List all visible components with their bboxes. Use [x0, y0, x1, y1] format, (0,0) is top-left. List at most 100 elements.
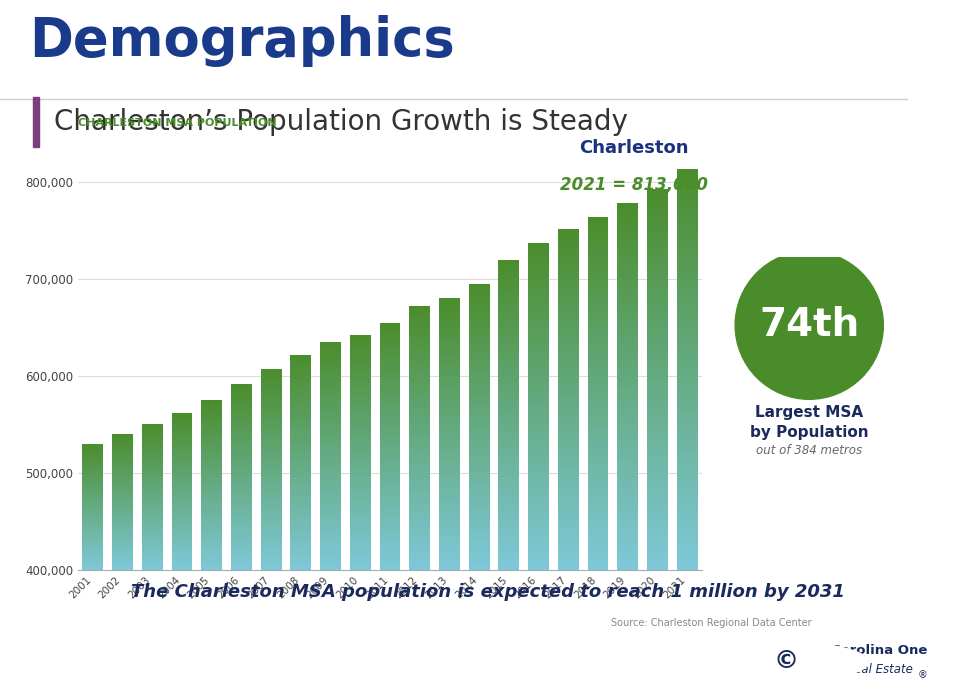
Bar	[291, 551, 311, 554]
Bar	[469, 413, 489, 416]
Bar	[677, 430, 697, 435]
Bar	[558, 229, 579, 233]
Bar	[558, 464, 579, 468]
Bar	[201, 489, 222, 491]
Bar	[83, 530, 103, 532]
Bar	[469, 552, 489, 555]
Bar	[231, 561, 252, 563]
Bar	[201, 473, 222, 475]
Bar	[112, 538, 133, 539]
Text: by Population: by Population	[750, 425, 869, 440]
Bar	[617, 363, 638, 368]
Bar	[201, 430, 222, 432]
Bar	[469, 438, 489, 441]
Bar	[142, 499, 163, 501]
Bar	[617, 441, 638, 446]
Bar	[528, 488, 549, 492]
Bar	[291, 546, 311, 548]
Bar	[83, 475, 103, 477]
Bar	[677, 384, 697, 390]
Bar	[528, 313, 549, 317]
Bar	[83, 461, 103, 463]
Bar	[498, 477, 520, 481]
Bar	[201, 436, 222, 439]
Bar	[231, 444, 252, 447]
Bar	[231, 537, 252, 539]
Bar	[439, 350, 460, 352]
Bar	[558, 498, 579, 502]
Bar	[350, 397, 370, 400]
Bar	[647, 318, 668, 322]
Bar	[291, 398, 311, 400]
Bar	[617, 386, 638, 391]
Bar	[83, 455, 103, 457]
Bar	[439, 455, 460, 458]
Bar	[201, 540, 222, 542]
Bar	[558, 425, 579, 429]
Bar	[83, 510, 103, 512]
Bar	[172, 413, 192, 415]
Bar	[291, 422, 311, 425]
Bar	[379, 397, 401, 400]
Bar	[677, 209, 697, 215]
Bar	[588, 526, 608, 530]
Bar	[291, 532, 311, 535]
Bar	[558, 271, 579, 275]
Bar	[379, 369, 401, 372]
Bar	[291, 495, 311, 497]
Bar	[410, 477, 430, 481]
Bar	[498, 302, 520, 306]
Bar	[350, 338, 370, 341]
Bar	[647, 227, 668, 231]
Bar	[498, 535, 520, 539]
Bar	[112, 505, 133, 507]
Bar	[231, 389, 252, 391]
Bar	[410, 524, 430, 527]
Bar	[498, 558, 520, 562]
Bar	[112, 565, 133, 566]
Bar	[142, 516, 163, 517]
Bar	[291, 559, 311, 562]
Bar	[172, 427, 192, 429]
Bar	[498, 314, 520, 318]
Bar	[201, 553, 222, 555]
Bar	[83, 516, 103, 518]
Bar	[410, 356, 430, 359]
Bar	[172, 434, 192, 436]
Bar	[142, 552, 163, 553]
Bar	[201, 493, 222, 496]
Bar	[291, 382, 311, 384]
Bar	[231, 391, 252, 393]
Bar	[469, 452, 489, 455]
Bar	[410, 362, 430, 366]
Bar	[320, 456, 341, 459]
Bar	[498, 295, 520, 298]
Bar	[498, 263, 520, 268]
Bar	[528, 402, 549, 407]
Bar	[291, 443, 311, 446]
Bar	[112, 434, 133, 436]
Bar	[498, 512, 520, 516]
Bar	[379, 551, 401, 555]
Bar	[112, 539, 133, 541]
Bar	[260, 492, 282, 495]
Bar	[350, 411, 370, 414]
Bar	[83, 502, 103, 504]
Bar	[647, 408, 668, 413]
Bar	[498, 445, 520, 450]
Bar	[647, 332, 668, 336]
Bar	[558, 502, 579, 506]
Text: Source: Charleston Regional Data Center: Source: Charleston Regional Data Center	[611, 618, 812, 628]
Bar	[83, 524, 103, 526]
Bar	[439, 352, 460, 356]
Bar	[291, 540, 311, 543]
Bar	[677, 490, 697, 495]
Bar	[320, 547, 341, 550]
Bar	[528, 366, 549, 370]
Bar	[172, 420, 192, 423]
Bar	[617, 300, 638, 304]
Bar	[231, 470, 252, 472]
Bar	[260, 560, 282, 562]
Bar	[617, 414, 638, 418]
Bar	[647, 198, 668, 203]
